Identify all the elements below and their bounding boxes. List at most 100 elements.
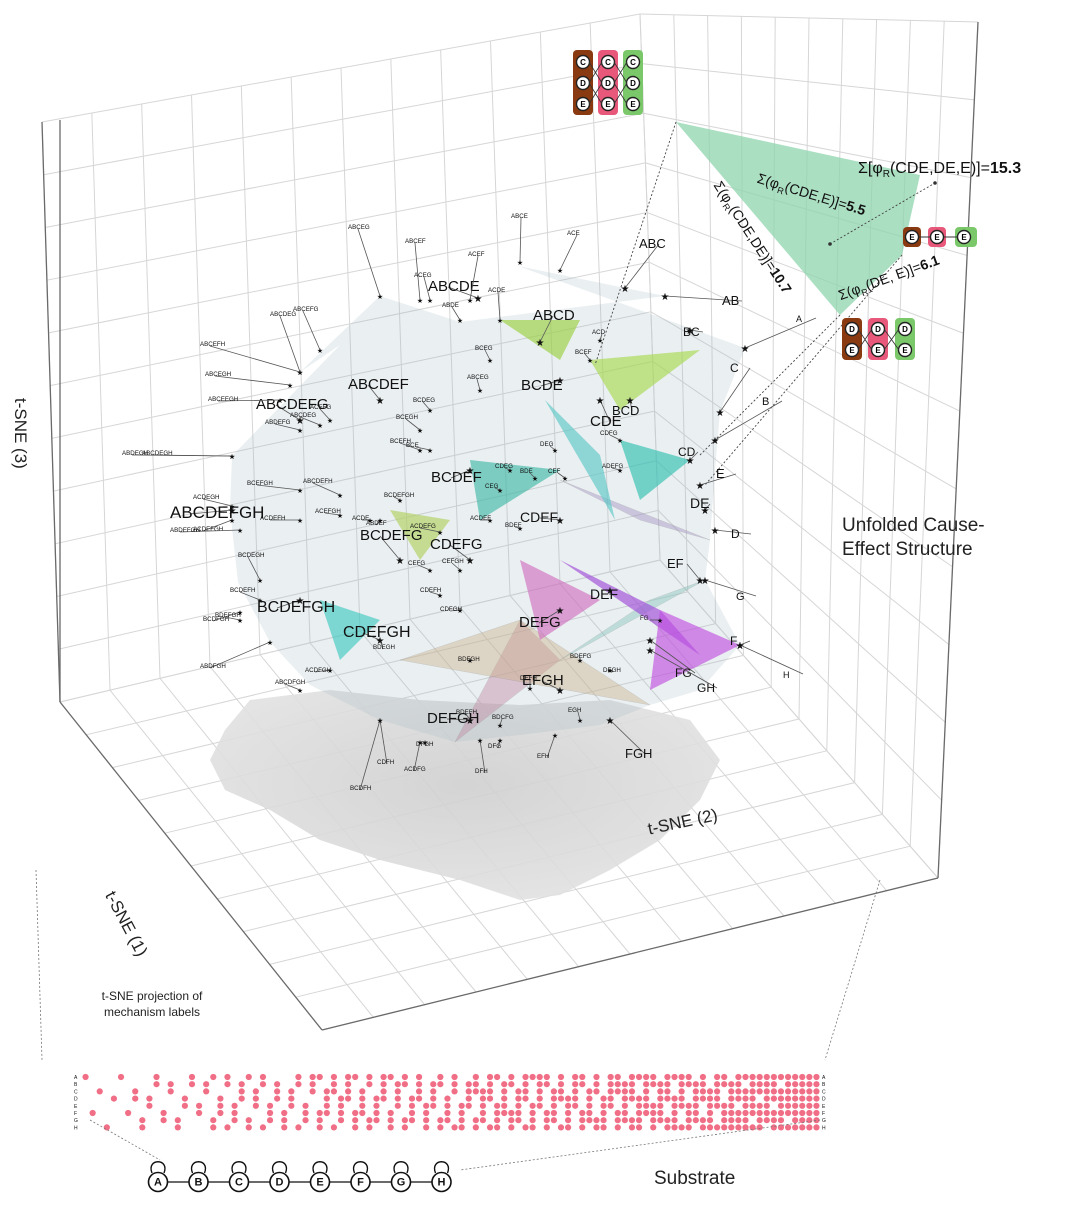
substrate-node-label: D (276, 1177, 284, 1189)
mechanism-star: ★ (621, 284, 630, 295)
mechanism-star: ★ (556, 376, 565, 387)
icon-node (600, 96, 616, 112)
mechanism-label: B (762, 396, 769, 408)
matrix-dot (366, 1073, 373, 1081)
icon-node (904, 229, 920, 245)
mechanism-label-small: BDEGH (373, 644, 395, 651)
mechanism-star: ★ (467, 657, 473, 665)
matrix-dot (238, 1081, 245, 1088)
matrix-row-label: F (822, 1111, 825, 1117)
mechanism-label-small: ABDEFG (265, 419, 291, 426)
matrix-dot (167, 1088, 174, 1095)
matrix-dot (366, 1124, 373, 1131)
matrix-dot (472, 1081, 479, 1088)
matrix-dot (352, 1109, 359, 1117)
matrix-dot (572, 1073, 579, 1081)
mechanism-star: ★ (467, 297, 473, 305)
mechanism-label-small: ABCEFG (293, 306, 319, 313)
matrix-dot (714, 1088, 721, 1095)
label-leader (744, 317, 817, 349)
mechanism-label: BC (683, 325, 700, 339)
mechanism-label: ABCDE (428, 278, 480, 295)
mechanism-star: ★ (327, 417, 333, 425)
matrix-dot (188, 1081, 196, 1088)
icon-node (625, 96, 641, 112)
matrix-dot (643, 1109, 650, 1117)
substrate-node-label: H (438, 1177, 446, 1189)
matrix-dot (777, 1095, 785, 1102)
matrix-dot (692, 1095, 699, 1102)
label-leader (419, 527, 441, 533)
matrix-dot (763, 1109, 770, 1117)
matrix-dot (600, 1095, 607, 1102)
label-leader (476, 378, 481, 391)
label-leader (446, 718, 471, 721)
matrix-dot (799, 1102, 806, 1109)
matrix-dot (543, 1117, 550, 1124)
matrix-dot (742, 1088, 749, 1095)
matrix-dot (501, 1109, 508, 1117)
matrix-dot (664, 1117, 671, 1124)
label-leader (539, 517, 561, 521)
matrix-dot (380, 1081, 387, 1088)
mechanism-label-small: BCDEGH (238, 552, 264, 559)
mechanism-star: ★ (457, 567, 463, 575)
mechanism-label-small: BDEFGH (215, 612, 241, 619)
mechanism-star: ★ (507, 467, 513, 475)
mechanism-star: ★ (437, 529, 443, 537)
matrix-dot (252, 1095, 259, 1102)
self-loop (231, 1161, 247, 1174)
matrix-dot (714, 1081, 721, 1088)
matrix-dot (621, 1102, 628, 1109)
matrix-row-label: C (74, 1089, 78, 1095)
matrix-dot (643, 1095, 650, 1102)
mechanism-star: ★ (466, 556, 475, 567)
projection-note-line2: mechanism labels (103, 1005, 201, 1019)
label-leader (399, 442, 421, 451)
mechanism-label: EF (667, 556, 684, 571)
matrix-dot (777, 1073, 785, 1081)
mechanism-label: CDEFG (430, 536, 483, 553)
mechanism-label: H (783, 670, 790, 680)
matrix-dot (799, 1081, 806, 1088)
mechanism-star: ★ (467, 717, 473, 725)
mechanism-label: FGH (625, 746, 652, 761)
mechanism-star: ★ (716, 408, 725, 419)
mechanism-star: ★ (562, 475, 568, 483)
label-leader (214, 375, 291, 386)
mechanism-label: AB (722, 293, 739, 308)
matrix-dot (195, 1102, 203, 1109)
self-loop (312, 1161, 328, 1174)
mechanism-star: ★ (377, 517, 383, 525)
mechanism-label: C (730, 361, 739, 375)
grid-line (159, 678, 426, 1005)
matrix-dot (572, 1102, 579, 1109)
label-leader (494, 487, 501, 491)
mechanism-star: ★ (367, 517, 373, 525)
grid-line (48, 212, 648, 334)
grid-line (240, 85, 261, 655)
mechanism-star: ★ (277, 397, 283, 405)
matrix-dot (770, 1124, 777, 1131)
self-loop (393, 1161, 409, 1174)
structure-face (520, 560, 600, 640)
mechanism-star: ★ (536, 338, 545, 349)
label-leader (302, 310, 321, 351)
mechanism-star: ★ (607, 667, 613, 675)
matrix-dot (749, 1124, 756, 1131)
mechanism-label-small: CDFGH (440, 606, 462, 613)
matrix-dot (593, 1073, 600, 1081)
matrix-dot (749, 1073, 756, 1081)
matrix-dot (387, 1117, 394, 1124)
mechanism-star: ★ (377, 717, 383, 725)
matrix-dot (572, 1088, 579, 1095)
substrate-node-label: G (397, 1177, 406, 1189)
matrix-dot (96, 1088, 103, 1095)
matrix-dot (692, 1102, 699, 1109)
purview-icon-de: D D D E E E (842, 318, 915, 360)
matrix-dot (245, 1117, 252, 1124)
mechanism-star: ★ (417, 427, 423, 435)
substrate-node-label: C (235, 1177, 243, 1189)
matrix-dot (451, 1073, 458, 1081)
